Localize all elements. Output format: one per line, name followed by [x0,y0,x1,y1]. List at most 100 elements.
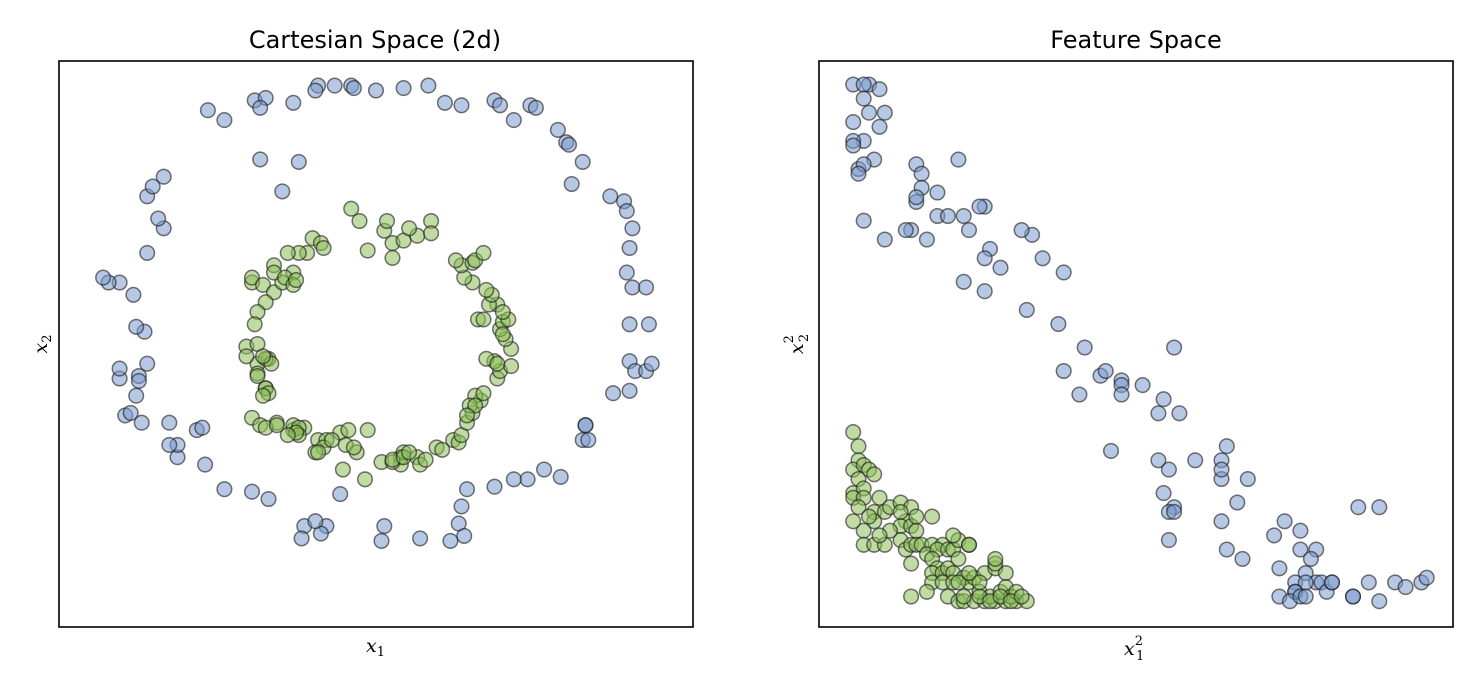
outer-ring-point [618,264,635,281]
outer-ring-point [1344,588,1362,605]
inner-ring-point [478,281,495,298]
inner-ring-point [254,348,272,365]
outer-ring-point [252,151,269,168]
inner-ring-point [434,441,451,458]
outer-ring-point [243,483,261,500]
outer-ring-point [274,183,291,200]
inner-ring-point [489,355,506,372]
outer-ring-point [527,99,544,116]
outer-ring-point [1397,579,1414,596]
outer-ring-point [955,207,972,225]
feature-points [845,76,1435,610]
outer-ring-point [161,414,178,431]
outer-ring-point [1097,362,1114,380]
inner-ring-point [903,555,920,572]
outer-ring-point [1292,541,1309,558]
outer-ring-point [144,178,161,195]
outer-ring-point [505,471,522,488]
outer-ring-point [602,188,619,205]
cartesian-y-label-base: x [30,343,52,354]
outer-ring-point [1113,386,1130,403]
feature-x-label: x2 1 [1124,634,1144,664]
outer-ring-point [1134,377,1151,394]
inner-ring-point [310,444,327,461]
outer-ring-point [412,530,429,547]
outer-ring-point [563,175,580,193]
outer-ring-point [491,97,509,114]
feature-y-label: x22 [782,334,812,354]
inner-ring-point [279,427,296,444]
inner-ring-point [918,583,935,600]
inner-ring-point [254,276,272,293]
inner-ring-point [960,564,978,582]
outer-ring-point [621,382,638,399]
outer-ring-point [971,198,988,215]
outer-ring-point [139,244,156,261]
outer-ring-point [618,203,635,220]
outer-ring-point [1076,339,1093,356]
outer-ring-point [897,222,914,239]
inner-ring-point [315,239,332,257]
outer-ring-point [1102,442,1120,459]
inner-ring-point [417,451,434,468]
outer-ring-point [976,283,993,300]
inner-ring-point [401,220,418,237]
outer-ring-point [1218,438,1235,455]
outer-ring-point [1155,485,1172,502]
cartesian-y-label: x2 [30,335,55,354]
inner-ring-point [845,424,862,441]
inner-ring-point [279,244,296,261]
inner-ring-point [254,387,272,404]
outer-ring-point [293,530,310,547]
outer-ring-point [1150,405,1167,422]
outer-ring-point [574,153,591,170]
outer-ring-point [285,94,302,111]
outer-ring-point [1013,222,1030,239]
outer-ring-point [307,82,324,99]
outer-ring-point [442,532,459,549]
outer-ring-point [1350,499,1367,516]
outer-ring-point [992,259,1009,276]
inner-ring-point [378,212,396,230]
outer-ring-point [1050,315,1067,333]
outer-ring-point [939,207,956,225]
outer-ring-point [621,239,638,257]
cartesian-plot-frame [58,60,694,628]
outer-ring-point [643,355,660,372]
outer-ring-point [458,481,476,498]
inner-ring-point [503,358,520,375]
outer-ring-point [519,471,536,488]
outer-ring-point [122,404,139,421]
outer-ring-point [456,527,473,544]
inner-ring-point [903,588,920,605]
outer-ring-point [216,112,233,129]
inner-ring-point [423,225,440,242]
outer-ring-point [855,90,872,107]
cartesian-x-label-base: x [366,635,377,657]
inner-ring-point [243,269,261,286]
cartesian-y-label-sub: 2 [40,335,55,343]
outer-ring-point [552,468,569,485]
inner-ring-point [845,513,862,530]
outer-ring-point [1071,386,1088,403]
outer-ring-point [367,82,385,99]
inner-ring-point [1013,588,1030,605]
outer-ring-point [1360,574,1377,591]
outer-ring-point [1371,499,1388,516]
outer-ring-point [133,414,150,431]
outer-ring-point [1302,550,1319,567]
outer-ring-point [332,486,349,503]
inner-ring-point [343,200,360,217]
outer-ring-point [1266,527,1283,544]
outer-ring-point [1166,339,1183,356]
outer-ring-point [549,121,566,138]
inner-ring-point [475,385,492,402]
outer-ring-point [908,189,925,206]
outer-ring-point [1171,405,1188,422]
outer-ring-point [197,456,214,473]
outer-ring-point [929,184,946,201]
outer-ring-point [871,118,888,135]
inner-ring-point [960,536,978,553]
feature-x-label-base: x [1124,638,1135,660]
outer-ring-point [960,222,978,239]
